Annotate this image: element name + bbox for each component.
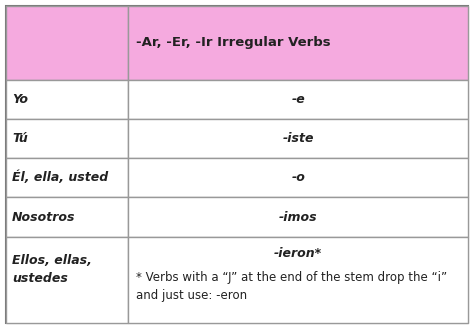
Bar [128,6,468,80]
Bar [128,119,468,158]
Text: -ieron*: -ieron* [274,247,322,261]
Bar [128,80,468,119]
Bar [6,158,128,197]
Text: -e: -e [292,93,305,106]
Text: -imos: -imos [279,211,318,223]
Text: -Ar, -Er, -Ir Irregular Verbs: -Ar, -Er, -Ir Irregular Verbs [137,36,331,49]
Text: Nosotros: Nosotros [12,211,75,223]
Bar [128,158,468,197]
Text: Él, ella, usted: Él, ella, usted [12,171,108,185]
Bar [128,197,468,237]
Text: -o: -o [292,171,305,184]
Bar [6,119,128,158]
Bar [6,80,128,119]
Bar [6,6,128,80]
Bar [6,197,128,237]
Text: Yo: Yo [12,93,28,106]
Bar [128,237,468,323]
Text: -iste: -iste [283,132,314,145]
Text: * Verbs with a “J” at the end of the stem drop the “i”
and just use: -eron: * Verbs with a “J” at the end of the ste… [137,271,447,302]
Text: Ellos, ellas,
ustedes: Ellos, ellas, ustedes [12,254,92,285]
Text: Tú: Tú [12,132,28,145]
Bar [6,237,128,323]
